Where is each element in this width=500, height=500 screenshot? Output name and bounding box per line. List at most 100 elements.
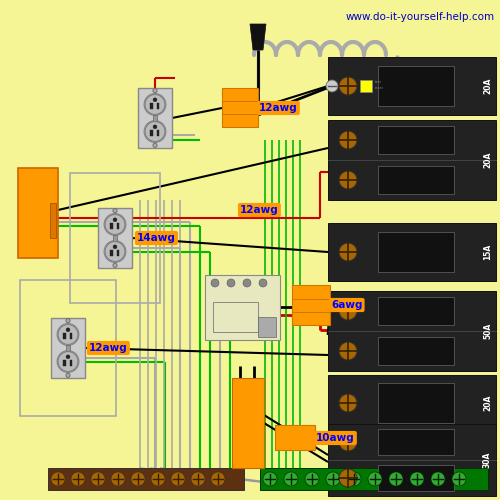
Circle shape (227, 279, 235, 287)
Circle shape (145, 94, 165, 114)
Bar (113, 235, 117, 241)
Circle shape (91, 472, 105, 486)
Circle shape (284, 472, 298, 486)
Bar (378, 126, 454, 154)
Bar (328, 223, 496, 281)
Bar (378, 166, 454, 194)
Text: www.do-it-yourself-help.com: www.do-it-yourself-help.com (346, 12, 495, 22)
Circle shape (71, 472, 85, 486)
Circle shape (131, 472, 145, 486)
Circle shape (339, 433, 357, 451)
Text: reset: reset (375, 86, 384, 90)
Bar (378, 384, 454, 422)
Bar (232, 378, 264, 468)
Circle shape (339, 302, 357, 320)
Circle shape (113, 263, 117, 268)
Bar (110, 250, 112, 256)
Text: 50A: 50A (483, 323, 492, 339)
Circle shape (153, 143, 157, 148)
Circle shape (145, 122, 165, 142)
Bar (48, 468, 244, 490)
Text: 30A: 30A (483, 452, 492, 468)
Text: 10awg: 10awg (316, 433, 355, 443)
Text: 12awg: 12awg (89, 343, 128, 353)
Circle shape (153, 88, 157, 93)
Text: 12awg: 12awg (259, 103, 298, 113)
Bar (378, 429, 454, 455)
Circle shape (105, 242, 125, 262)
Circle shape (153, 125, 157, 129)
Bar (378, 465, 454, 491)
Bar (51, 318, 85, 378)
Bar (378, 232, 454, 272)
Circle shape (389, 472, 403, 486)
Circle shape (326, 80, 338, 92)
Bar (153, 115, 157, 121)
Circle shape (153, 98, 157, 102)
Bar (378, 66, 454, 106)
Bar (150, 130, 152, 136)
Bar (157, 130, 159, 136)
Circle shape (431, 472, 445, 486)
Circle shape (339, 342, 357, 360)
Text: 6awg: 6awg (331, 300, 362, 310)
Circle shape (57, 324, 79, 345)
Circle shape (66, 318, 70, 323)
Circle shape (368, 472, 382, 486)
Circle shape (58, 324, 78, 344)
Circle shape (347, 472, 361, 486)
Circle shape (191, 472, 205, 486)
Bar (328, 291, 496, 371)
Circle shape (113, 245, 117, 249)
Bar (64, 334, 66, 339)
Bar (258, 317, 276, 337)
Circle shape (144, 94, 166, 116)
Circle shape (263, 472, 277, 486)
Bar (157, 104, 159, 109)
Bar (117, 250, 119, 256)
Circle shape (339, 77, 357, 95)
Bar (138, 88, 172, 148)
Text: 14awg: 14awg (137, 233, 176, 243)
Circle shape (113, 208, 117, 213)
Circle shape (326, 472, 340, 486)
Circle shape (452, 472, 466, 486)
Bar (70, 173, 160, 303)
Bar (18, 168, 58, 258)
Circle shape (339, 131, 357, 149)
Circle shape (339, 243, 357, 261)
Circle shape (339, 394, 357, 412)
Circle shape (51, 472, 65, 486)
Bar (328, 120, 496, 200)
Circle shape (339, 171, 357, 189)
Text: 15A: 15A (483, 244, 492, 260)
Circle shape (410, 472, 424, 486)
Circle shape (211, 279, 219, 287)
Bar (50, 203, 56, 238)
Circle shape (111, 472, 125, 486)
Circle shape (171, 472, 185, 486)
Circle shape (151, 472, 165, 486)
Circle shape (66, 328, 70, 332)
Circle shape (144, 120, 166, 142)
Bar (117, 224, 119, 229)
Bar (328, 424, 496, 496)
Circle shape (339, 469, 357, 487)
Bar (328, 375, 496, 431)
Circle shape (66, 373, 70, 378)
Bar (328, 57, 496, 115)
Circle shape (57, 350, 79, 372)
Text: 20A: 20A (483, 152, 492, 168)
Circle shape (105, 214, 125, 234)
Bar (98, 208, 132, 268)
Circle shape (305, 472, 319, 486)
Bar (20, 280, 116, 416)
Bar (260, 468, 488, 490)
Bar (205, 275, 280, 340)
Text: 12awg: 12awg (240, 205, 279, 215)
Circle shape (104, 214, 126, 236)
Text: 20A: 20A (483, 78, 492, 94)
Bar (70, 360, 72, 366)
Text: 20A: 20A (483, 395, 492, 411)
Bar (110, 224, 112, 229)
